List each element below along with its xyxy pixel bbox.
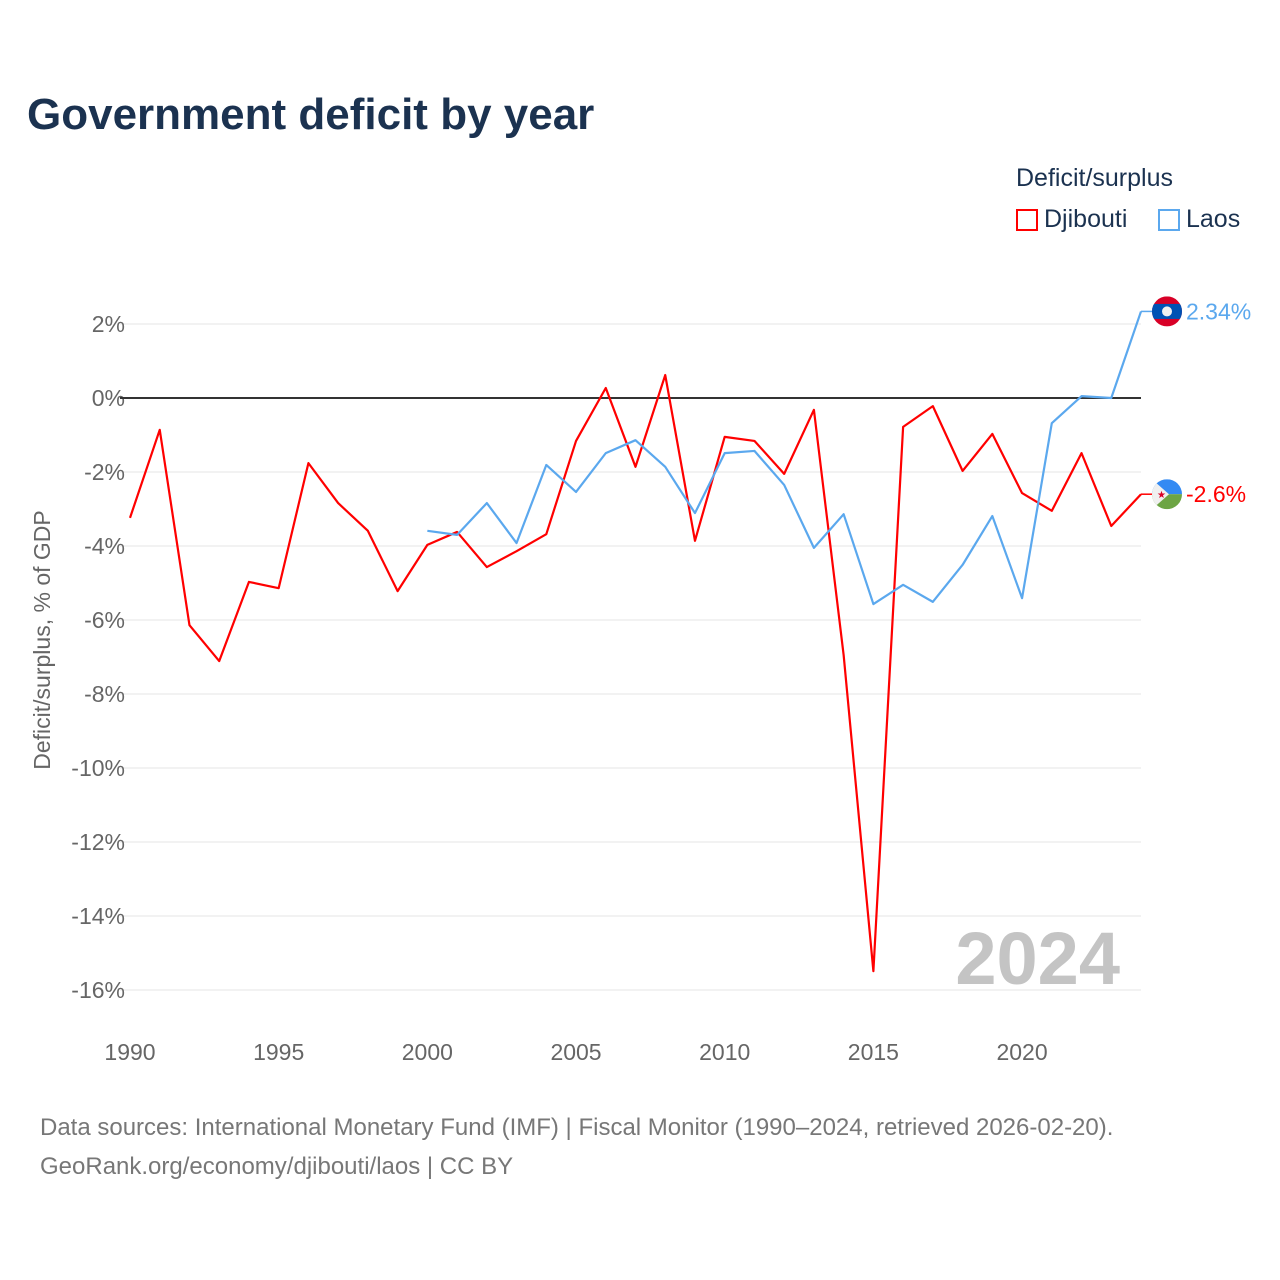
chart-title: Government deficit by year — [27, 90, 595, 139]
legend-swatch-laos — [1158, 208, 1180, 231]
y-axis-label: Deficit/surplus, % of GDP — [29, 510, 55, 769]
source-line-2[interactable]: GeoRank.org/economy/djibouti/laos | CC B… — [40, 1153, 514, 1180]
legend-item-laos[interactable]: Laos — [1158, 205, 1240, 234]
series-line-djibouti — [128, 373, 1142, 973]
y-tick-label: -4% — [84, 533, 125, 559]
flag-star: ★ — [1157, 490, 1166, 501]
flag-moon — [1162, 306, 1172, 317]
source-line-1: Data sources: International Monetary Fun… — [40, 1114, 1114, 1141]
end-label-djibouti: -2.6% — [1186, 481, 1246, 507]
x-tick-label: 2010 — [699, 1039, 750, 1065]
legend-label-djibouti: Djibouti — [1044, 205, 1128, 233]
y-tick-label: -10% — [71, 755, 125, 781]
x-tick-label: 2005 — [550, 1039, 601, 1065]
y-tick-label: -6% — [84, 607, 125, 633]
end-label-laos: 2.34% — [1186, 298, 1251, 324]
legend-swatch-djibouti — [1016, 208, 1038, 231]
legend-label-laos: Laos — [1186, 205, 1241, 233]
y-tick-label: -16% — [71, 977, 125, 1003]
source-note: Data sources: International Monetary Fun… — [40, 1108, 1113, 1186]
series-line-laos — [427, 311, 1143, 606]
y-tick-label: -2% — [84, 459, 125, 485]
x-tick-label: 2015 — [848, 1039, 899, 1065]
legend-title: Deficit/surplus — [1016, 164, 1173, 192]
x-tick-label: 1995 — [253, 1039, 304, 1065]
y-tick-label: -8% — [84, 681, 125, 707]
y-tick-label: -14% — [71, 903, 125, 929]
y-tick-label: -12% — [71, 829, 125, 855]
flag-triangle — [1152, 479, 1169, 510]
x-tick-label: 2000 — [402, 1039, 453, 1065]
y-tick-label: 0% — [92, 385, 125, 411]
x-tick-label: 1990 — [104, 1039, 155, 1065]
year-watermark: 2024 — [955, 917, 1120, 1000]
x-tick-label: 2020 — [996, 1039, 1047, 1065]
y-tick-label: 2% — [92, 311, 125, 337]
legend-item-djibouti[interactable]: Djibouti — [1016, 205, 1127, 234]
